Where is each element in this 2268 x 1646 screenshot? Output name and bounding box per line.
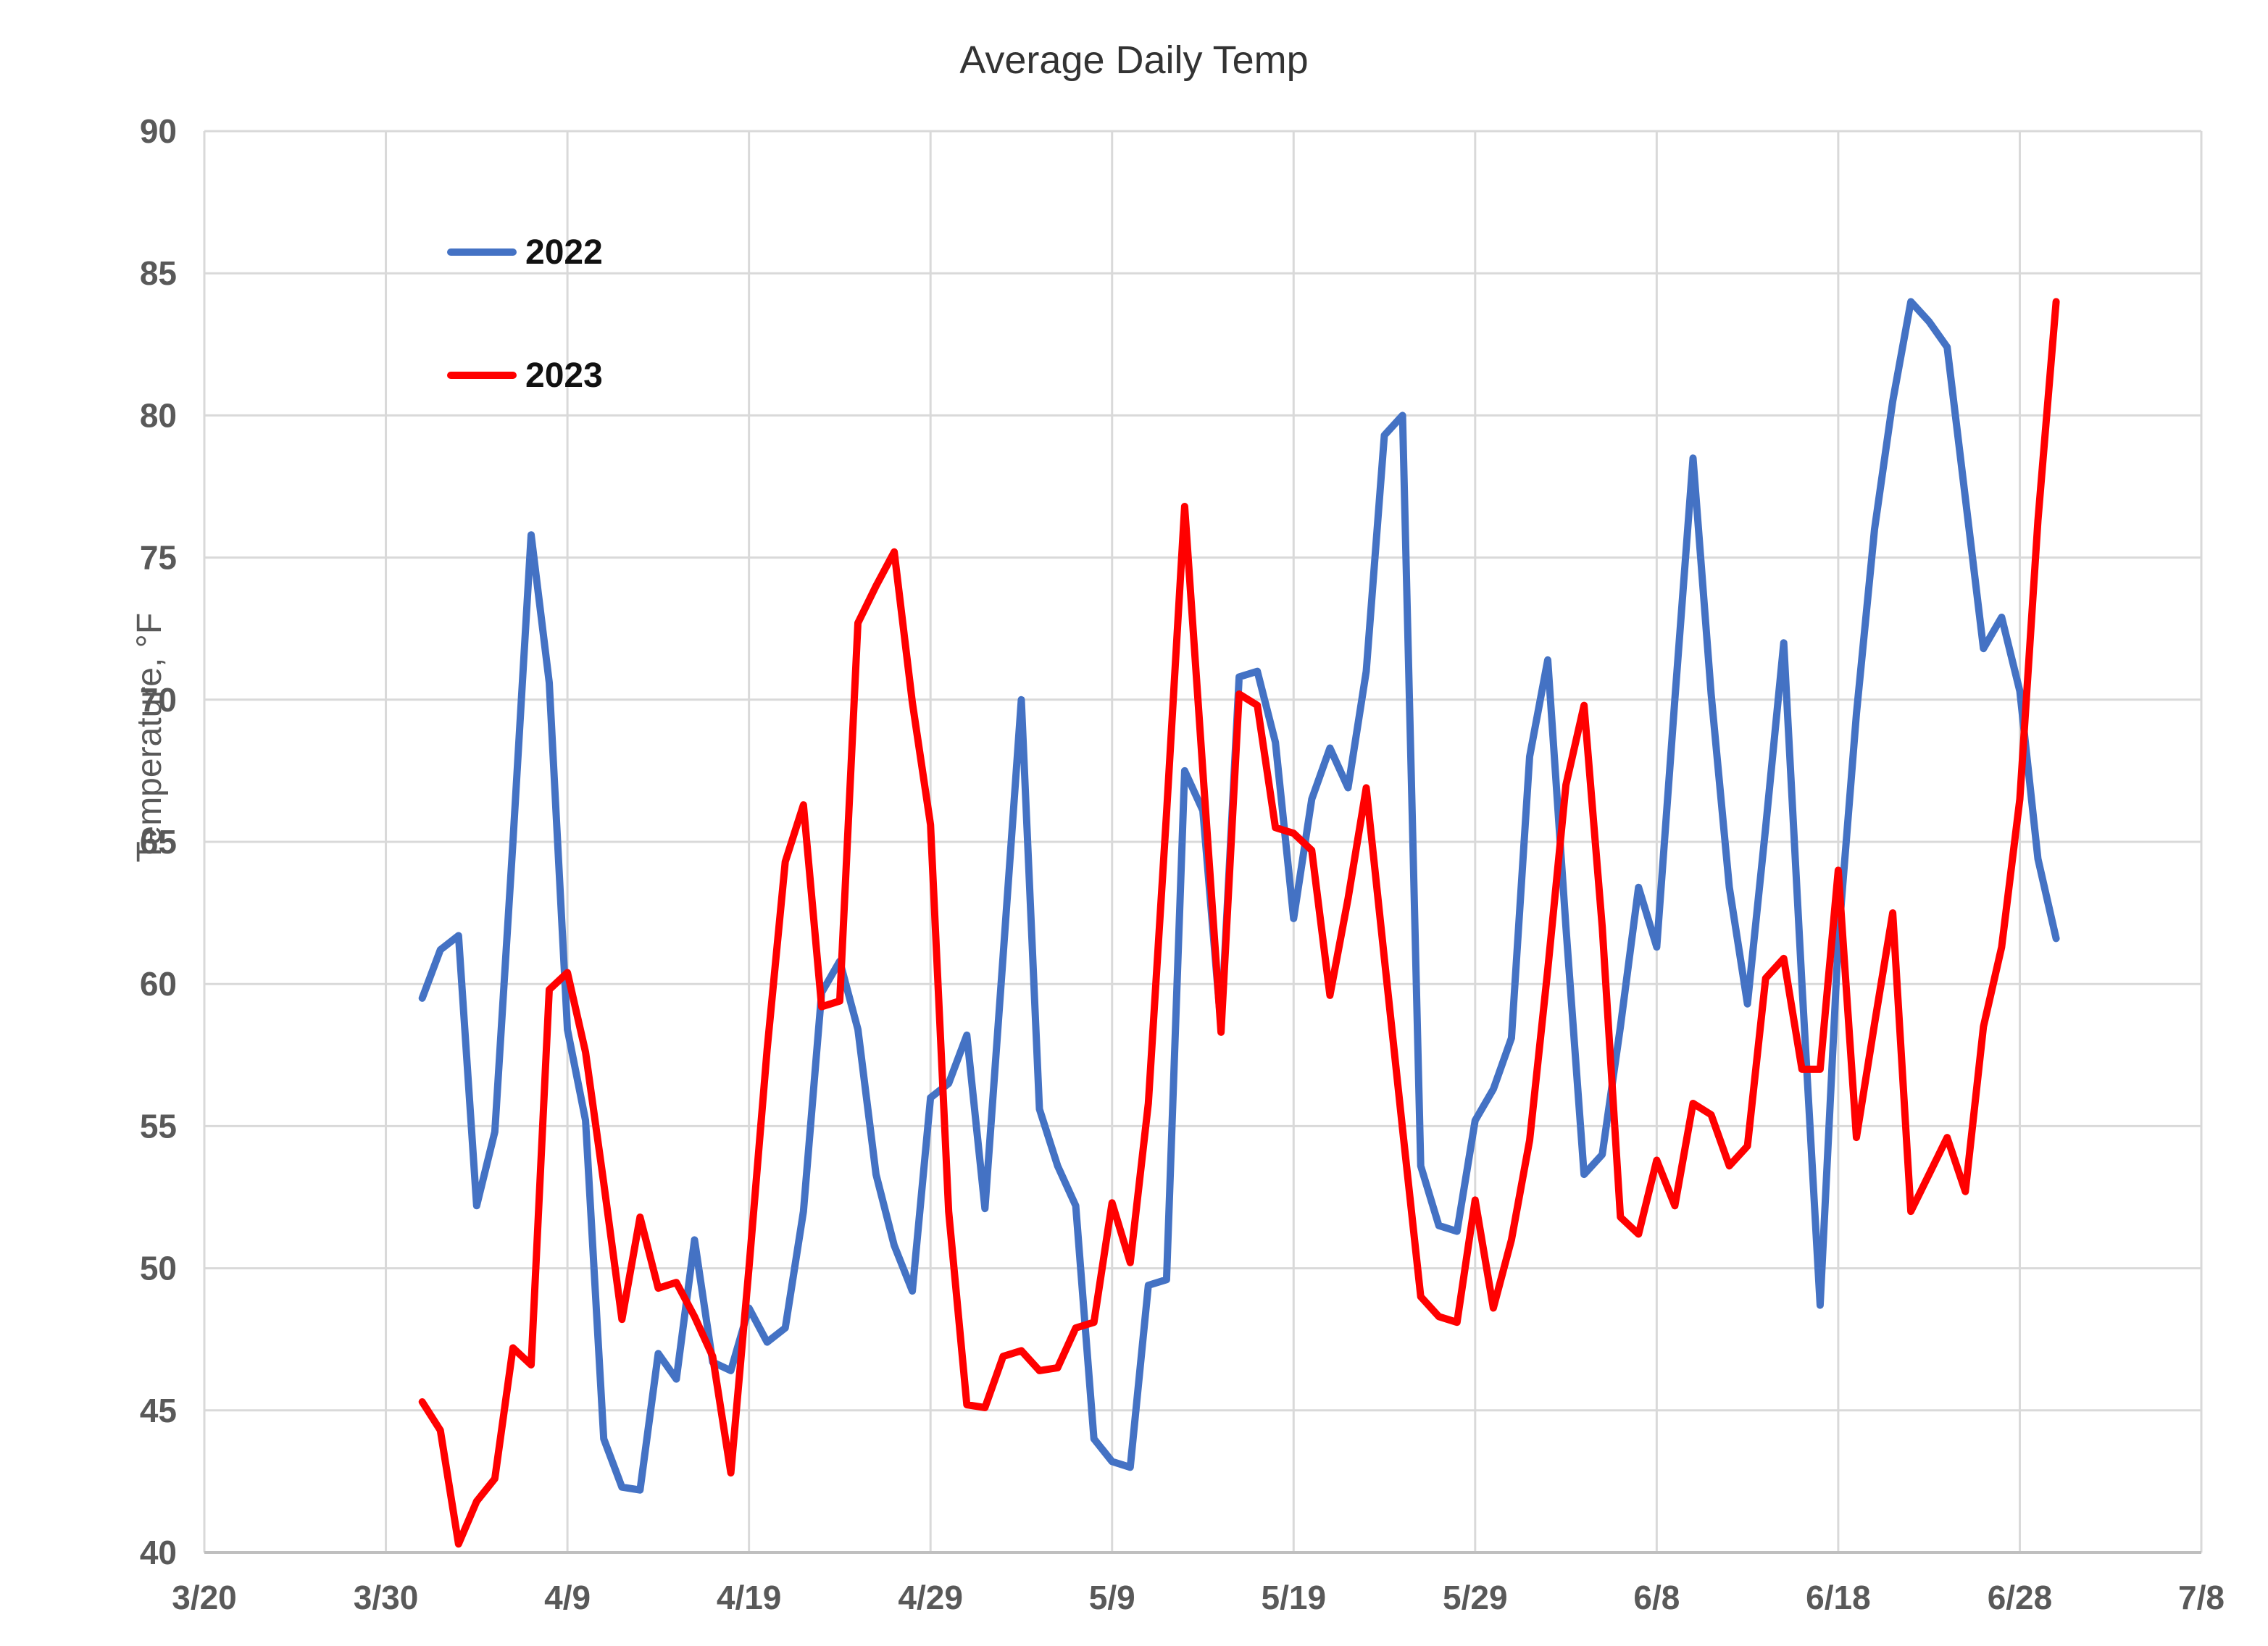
legend-label-2023: 2023 — [525, 356, 603, 395]
y-tick-label: 55 — [140, 1107, 177, 1145]
x-tick-label: 4/19 — [717, 1579, 782, 1616]
y-tick-label: 85 — [140, 254, 177, 292]
y-tick-label: 80 — [140, 396, 177, 434]
legend-item-2023[interactable]: 2023 — [447, 356, 603, 395]
series-2022-line — [418, 298, 2060, 1494]
y-tick-label: 50 — [140, 1250, 177, 1287]
x-tick-label: 4/29 — [898, 1579, 963, 1616]
x-tick-label: 5/9 — [1089, 1579, 1135, 1616]
x-tick-label: 6/18 — [1806, 1579, 1871, 1616]
chart-title: Average Daily Temp — [959, 38, 1309, 82]
y-tick-label: 65 — [140, 823, 177, 861]
y-tick-label: 40 — [140, 1534, 177, 1571]
x-tick-label: 5/19 — [1262, 1579, 1327, 1616]
x-tick-label: 6/28 — [1988, 1579, 2053, 1616]
series-2023-line — [418, 298, 2060, 1548]
x-tick-label: 6/8 — [1633, 1579, 1680, 1616]
y-tick-label: 60 — [140, 965, 177, 1003]
y-tick-label: 75 — [140, 539, 177, 577]
y-axis-title: Temperature, °F — [130, 612, 169, 863]
x-tick-label: 3/20 — [172, 1579, 237, 1616]
x-tick-label: 7/8 — [2178, 1579, 2225, 1616]
legend-line-2022-icon — [447, 248, 517, 256]
legend-label-2022: 2022 — [525, 233, 603, 272]
legend-item-2022[interactable]: 2022 — [447, 233, 603, 272]
y-tick-label: 70 — [140, 681, 177, 719]
x-tick-label: 5/29 — [1443, 1579, 1508, 1616]
y-tick-label: 45 — [140, 1392, 177, 1429]
y-tick-label: 90 — [140, 112, 177, 150]
legend-line-2023-icon — [447, 372, 517, 379]
x-tick-label: 4/9 — [544, 1579, 591, 1616]
x-tick-label: 3/30 — [354, 1579, 419, 1616]
